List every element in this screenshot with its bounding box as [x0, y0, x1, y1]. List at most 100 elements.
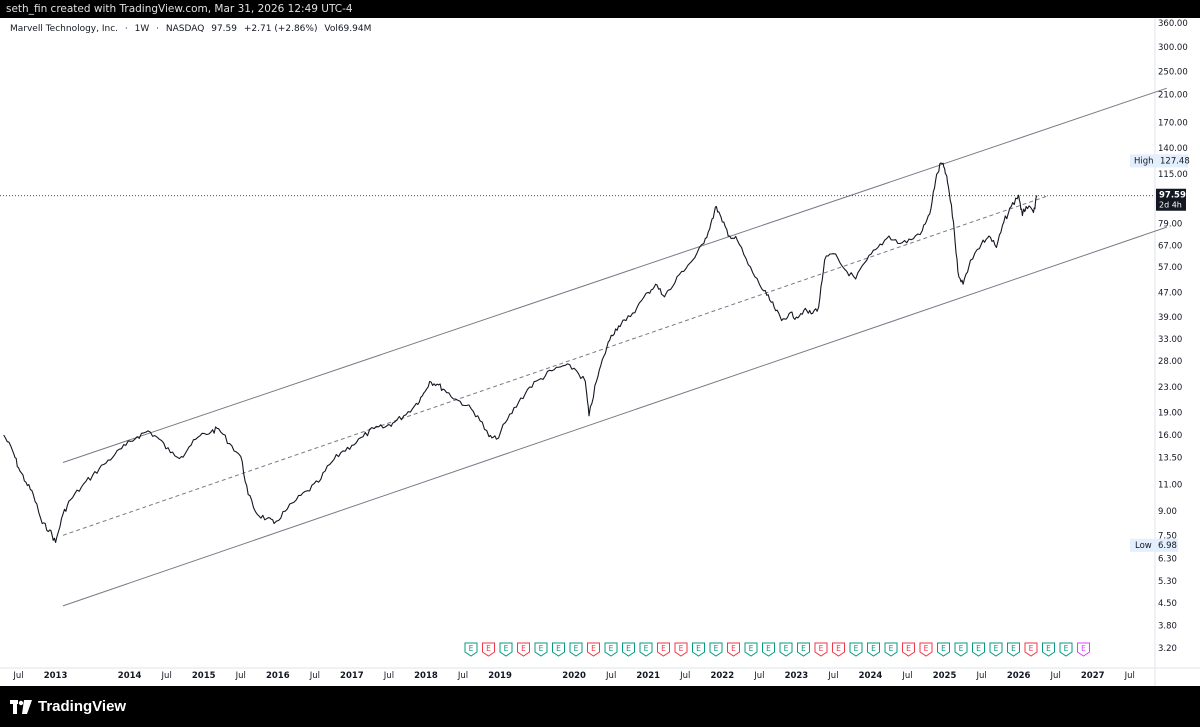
earnings-marker [954, 642, 968, 657]
y-tick-label: 39.00 [1158, 313, 1182, 323]
x-tick-label: 2021 [636, 671, 660, 681]
earnings-marker-label: E [486, 644, 491, 653]
earnings-marker-label: E [766, 644, 771, 653]
high-value: 127.48 [1160, 156, 1190, 166]
earnings-marker-label: E [1029, 644, 1034, 653]
price-series-line [3, 162, 1038, 544]
earnings-marker-label: E [469, 644, 474, 653]
earnings-marker [744, 642, 758, 657]
y-tick-label: 11.00 [1158, 481, 1182, 491]
x-tick-label: Jul [235, 671, 246, 681]
earnings-marker [849, 642, 863, 657]
brand-name: TradingView [38, 698, 127, 715]
footer-bar: TradingView [0, 686, 1200, 727]
earnings-marker-label: E [959, 644, 964, 653]
y-tick-label: 28.00 [1158, 357, 1182, 367]
x-tick-label: Jul [605, 671, 616, 681]
low-label: Low [1135, 541, 1152, 551]
earnings-marker-label: E [784, 644, 789, 653]
earnings-marker-label: E [871, 644, 876, 653]
y-tick-label: 3.20 [1158, 644, 1177, 654]
x-tick-label: Jul [975, 671, 986, 681]
earnings-marker [517, 642, 530, 657]
x-tick-label: Jul [457, 671, 468, 681]
last-price-label: 97.59 [1159, 191, 1186, 201]
earnings-marker-label: E [1064, 644, 1069, 653]
x-tick-label: 2019 [488, 671, 512, 681]
y-tick-label: 9.00 [1158, 507, 1177, 517]
earnings-marker-label: E [556, 644, 561, 653]
x-tick-label: 2013 [44, 671, 68, 681]
earnings-marker-label: E [679, 644, 684, 653]
earnings-marker-label: E [714, 644, 719, 653]
x-tick-label: 2023 [785, 671, 809, 681]
earnings-marker-label: E [1011, 644, 1016, 653]
earnings-marker [604, 642, 618, 657]
tradingview-logo-icon [10, 699, 32, 714]
earnings-marker-label: E [626, 644, 631, 653]
earnings-marker-label: E [819, 644, 824, 653]
legend-interval: 1W [134, 24, 150, 34]
legend-sep: · [124, 24, 128, 34]
earnings-marker [1059, 642, 1073, 657]
y-tick-label: 360.00 [1158, 19, 1188, 29]
y-tick-label: 19.00 [1158, 408, 1182, 418]
earnings-marker [884, 642, 898, 657]
earnings-marker-label: E [836, 644, 841, 653]
y-tick-label: 6.30 [1158, 554, 1177, 564]
earnings-marker [779, 642, 793, 657]
legend-symbol: Marvell Technology, Inc. [10, 24, 119, 34]
earnings-marker [552, 642, 565, 657]
high-label: High [1134, 156, 1154, 166]
x-tick-label: Jul [827, 671, 838, 681]
earnings-marker-label: E [661, 644, 666, 653]
earnings-marker [1007, 642, 1020, 657]
earnings-marker-label: E [731, 644, 736, 653]
earnings-marker-label: E [906, 644, 911, 653]
y-tick-label: 13.50 [1158, 454, 1182, 464]
earnings-marker [972, 642, 985, 657]
low-tag [1130, 538, 1178, 552]
y-tick-label: 79.00 [1158, 220, 1182, 230]
earnings-marker [814, 642, 828, 657]
high-tag [1130, 154, 1188, 168]
last-price-tag [1156, 188, 1186, 211]
earnings-marker [657, 642, 670, 657]
earnings-marker-label: E [696, 644, 701, 653]
earnings-marker-label: E [854, 644, 859, 653]
earnings-marker-label: E [521, 644, 526, 653]
x-tick-label: Jul [309, 671, 320, 681]
x-tick-label: 2020 [562, 671, 586, 681]
x-tick-label: Jul [12, 671, 23, 681]
earnings-marker-label: E [801, 644, 806, 653]
earnings-marker [622, 642, 635, 657]
y-tick-label: 7.50 [1158, 531, 1177, 541]
legend-exchange: NASDAQ [165, 24, 205, 34]
x-tick-label: 2015 [192, 671, 216, 681]
y-tick-label: 23.00 [1158, 383, 1182, 393]
x-tick-label: 2014 [118, 671, 142, 681]
x-tick-label: 2024 [859, 671, 883, 681]
tradingview-brand[interactable]: TradingView [10, 698, 126, 715]
x-tick-label: Jul [383, 671, 394, 681]
channel-mid-line [62, 195, 1049, 536]
earnings-marker [482, 642, 495, 657]
legend-last: 97.59 [211, 24, 237, 34]
earnings-marker-label: E [1046, 644, 1051, 653]
y-tick-label: 16.00 [1158, 431, 1182, 441]
earnings-marker [534, 642, 548, 657]
earnings-marker [919, 642, 933, 657]
earnings-marker [762, 642, 775, 657]
y-tick-label: 300.00 [1158, 43, 1188, 53]
earnings-marker [1042, 642, 1055, 657]
earnings-marker [902, 642, 915, 657]
earnings-marker-label: E [941, 644, 946, 653]
chart-area[interactable]: 3.20 3.80 4.50 5.30 6.30 7.50 9.00 11.00 13.50 16… [0, 18, 1200, 686]
symbol-legend: Marvell Technology, Inc. · 1W · NASDAQ 9… [10, 24, 375, 34]
y-tick-label: 47.00 [1158, 288, 1182, 298]
price-chart[interactable]: 3.20 3.80 4.50 5.30 6.30 7.50 9.00 11.00 13.50 16… [0, 18, 1200, 686]
y-tick-label: 170.00 [1158, 118, 1188, 128]
earnings-marker-label: E [749, 644, 754, 653]
low-value: 6.98 [1158, 541, 1177, 551]
x-tick-label: Jul [161, 671, 172, 681]
